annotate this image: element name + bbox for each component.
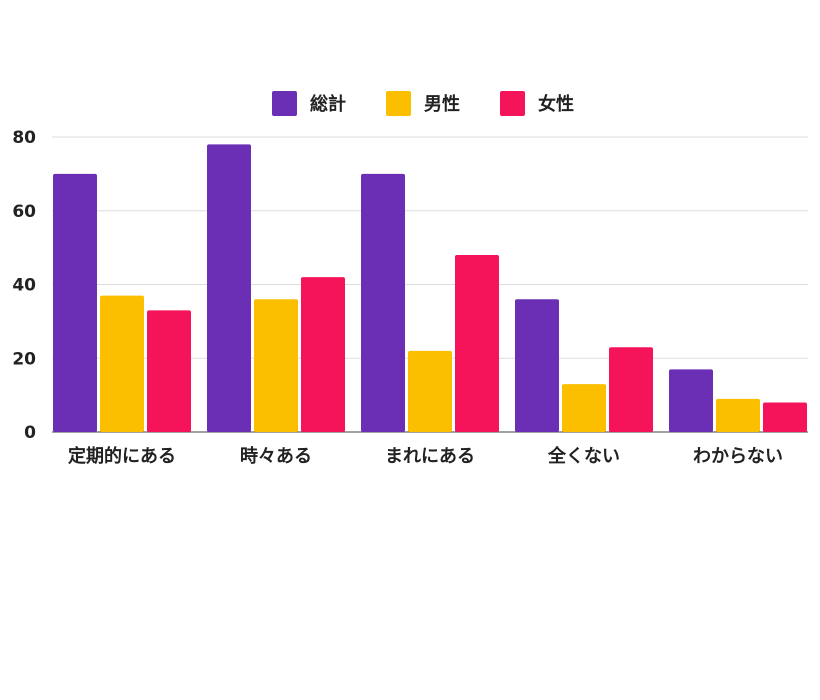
bar-1-1 — [254, 299, 298, 432]
bar-1-3 — [562, 384, 606, 432]
bar-2-4 — [763, 402, 807, 432]
legend-swatch — [500, 91, 525, 116]
bar-0-3 — [515, 299, 559, 432]
bar-1-2 — [408, 350, 452, 432]
bar-0-4 — [669, 369, 713, 432]
bar-0-0 — [53, 173, 97, 432]
bar-2-3 — [609, 347, 653, 432]
y-tick-label: 20 — [12, 349, 36, 369]
x-tick-label: 全くない — [547, 445, 620, 467]
bar-0-2 — [361, 173, 405, 432]
x-tick-label: 時々ある — [240, 446, 312, 467]
bar-0-1 — [207, 144, 251, 432]
legend-label: 女性 — [538, 93, 574, 115]
bar-2-2 — [455, 255, 499, 432]
legend-swatch — [386, 91, 411, 116]
bar-2-0 — [147, 310, 191, 432]
legend-swatch — [272, 91, 297, 116]
y-tick-label: 0 — [24, 423, 36, 443]
bar-1-4 — [716, 398, 760, 432]
bar-2-1 — [301, 277, 345, 432]
x-tick-label: 定期的にある — [68, 445, 176, 467]
x-tick-label: まれにある — [385, 446, 475, 467]
legend-label: 総計 — [310, 93, 346, 115]
x-tick-label: わからない — [693, 446, 783, 467]
y-tick-label: 40 — [12, 276, 36, 296]
bar-1-0 — [100, 295, 144, 432]
legend-label: 男性 — [424, 93, 460, 115]
y-tick-label: 80 — [12, 128, 36, 148]
y-tick-label: 60 — [12, 202, 36, 222]
